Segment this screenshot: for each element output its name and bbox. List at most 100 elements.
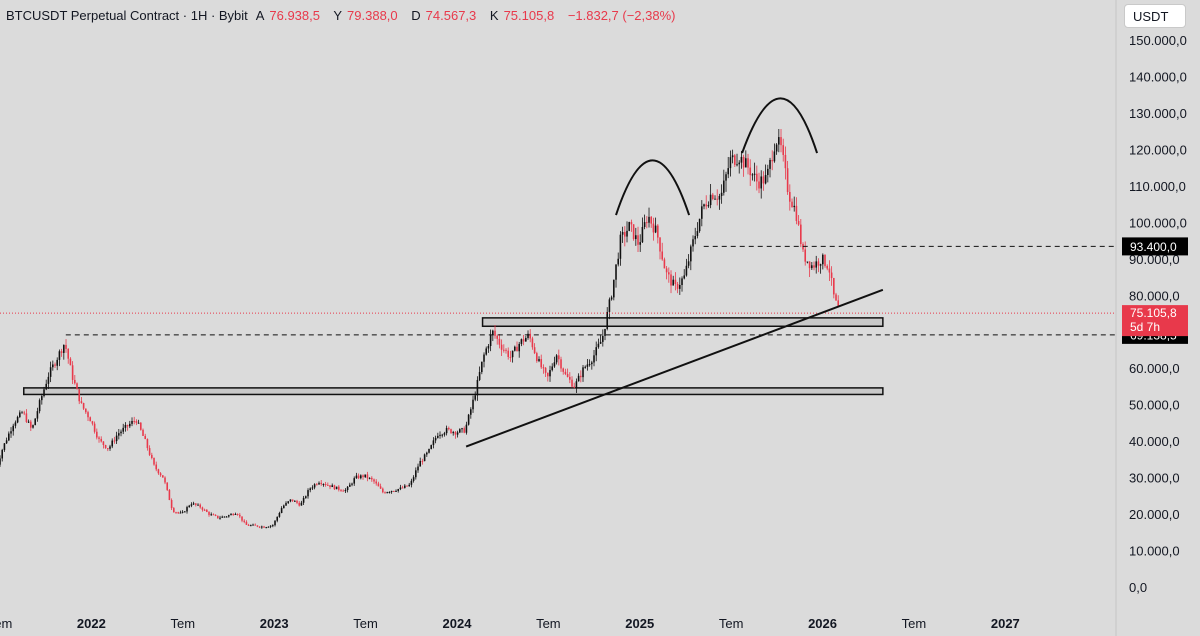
candle <box>366 474 369 479</box>
candle <box>140 422 142 430</box>
candle <box>467 414 470 425</box>
candle <box>775 144 778 152</box>
candle <box>813 265 815 268</box>
candle <box>712 194 714 199</box>
candle <box>551 366 554 371</box>
candle <box>639 242 642 245</box>
candle <box>448 428 450 430</box>
candle <box>685 265 688 276</box>
candle <box>676 284 679 289</box>
candle <box>795 205 798 221</box>
candle <box>536 353 538 362</box>
candle <box>133 420 136 422</box>
candle <box>472 399 474 410</box>
candle <box>784 154 787 169</box>
candle <box>217 515 219 519</box>
candle <box>674 279 677 285</box>
candle <box>276 516 279 521</box>
candle <box>410 480 413 485</box>
candle <box>459 429 461 433</box>
candle <box>283 505 285 509</box>
y-tick-label: 130.000,0 <box>1129 106 1187 121</box>
candle <box>256 525 259 527</box>
candle <box>232 514 235 516</box>
candle <box>309 488 312 491</box>
x-tick-label: 2025 <box>625 616 654 631</box>
candle <box>687 261 690 266</box>
candle <box>291 499 294 501</box>
candle <box>338 486 340 490</box>
candle <box>819 264 822 266</box>
candle <box>465 424 468 433</box>
candle <box>767 168 769 176</box>
candle <box>113 440 116 442</box>
candle <box>461 428 463 430</box>
candle <box>190 504 193 506</box>
ascending-trendline <box>465 288 884 448</box>
candle <box>586 364 589 367</box>
candle <box>786 168 789 192</box>
candle <box>566 374 569 377</box>
ohlc-open: A 76.938,5 <box>255 8 320 23</box>
candle <box>129 423 131 427</box>
candle <box>333 485 336 490</box>
candle <box>115 435 118 442</box>
candle <box>340 489 342 491</box>
candle <box>76 383 78 390</box>
candle <box>43 389 45 397</box>
candle <box>437 435 439 438</box>
candle <box>663 259 666 269</box>
candle <box>577 375 580 382</box>
candle <box>263 526 265 528</box>
candle <box>637 235 639 245</box>
candle <box>100 438 103 442</box>
y-tick-label: 40.000,0 <box>1129 434 1180 449</box>
candle <box>837 300 840 307</box>
y-tick-label: 10.000,0 <box>1129 544 1180 559</box>
candle <box>38 400 41 412</box>
candle <box>573 386 576 388</box>
candle <box>665 268 668 273</box>
candle <box>195 503 197 505</box>
candle <box>27 421 30 423</box>
candle <box>558 355 560 360</box>
candle <box>221 516 224 518</box>
ohlc-close: K 75.105,8 <box>489 8 555 23</box>
candle <box>430 445 433 449</box>
candle <box>373 479 375 482</box>
y-tick-label: 110.000,0 <box>1129 179 1186 194</box>
current-price-label: 75.105,8 <box>1130 306 1177 320</box>
candle <box>210 514 213 516</box>
candle <box>727 168 730 175</box>
candle <box>659 237 661 252</box>
candle <box>146 439 149 449</box>
candle <box>709 194 712 206</box>
candle <box>606 311 609 329</box>
candle <box>758 181 760 189</box>
candle <box>239 514 241 517</box>
candle <box>388 491 391 493</box>
candle <box>626 230 628 237</box>
candle <box>599 341 602 344</box>
candle <box>516 346 518 352</box>
currency-button[interactable]: USDT <box>1124 4 1186 28</box>
x-tick-label: 2023 <box>260 616 289 631</box>
candle <box>278 513 281 517</box>
candle <box>197 504 199 506</box>
candle <box>703 204 705 207</box>
candle <box>588 364 591 366</box>
candle <box>258 526 261 528</box>
candle <box>749 167 752 176</box>
candle <box>630 222 633 225</box>
candle <box>401 487 404 489</box>
candle <box>575 381 578 388</box>
resistance-93400-tag <box>1122 237 1188 256</box>
candle <box>450 429 452 434</box>
candle <box>98 437 100 439</box>
candle <box>302 497 305 503</box>
candle <box>648 216 650 223</box>
candle <box>85 408 87 413</box>
candle <box>646 222 648 224</box>
candle <box>1 449 4 459</box>
